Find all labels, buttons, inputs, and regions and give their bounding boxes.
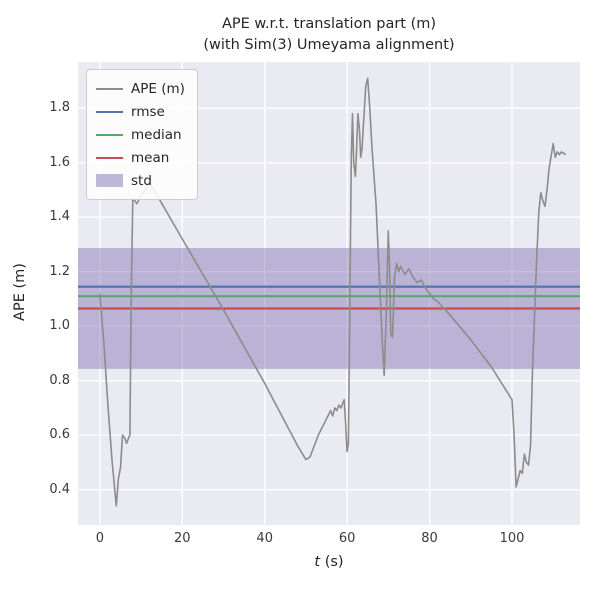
legend-label-std: std	[131, 172, 152, 189]
legend-std-patch-sample	[96, 174, 123, 187]
legend-item-rmse: rmse	[96, 100, 185, 123]
legend-item-ape: APE (m)	[96, 77, 185, 100]
chart-title-line1: APE w.r.t. translation part (m)	[221, 16, 437, 32]
x-tick-label: 60	[338, 531, 356, 546]
y-tick-label: 1.2	[49, 263, 70, 279]
x-tick-label: 100	[499, 531, 525, 546]
legend-item-std: std	[96, 169, 185, 192]
legend-ape-line-sample	[96, 87, 123, 90]
x-axis-label: t (s)	[78, 554, 580, 570]
legend-label-ape: APE (m)	[131, 80, 185, 97]
y-tick-label: 1.4	[49, 209, 70, 225]
y-tick-label: 0.8	[49, 372, 70, 388]
plot-svg	[78, 62, 580, 525]
legend-label-mean: mean	[131, 149, 170, 166]
y-tick-label: 1.8	[49, 100, 70, 116]
x-axis-label-symbol: t	[314, 554, 321, 570]
chart-title-line2: (with Sim(3) Umeyama alignment)	[203, 37, 455, 54]
legend-item-mean: mean	[96, 146, 185, 169]
x-tick-label: 40	[256, 531, 273, 546]
y-tick-label: 1.6	[49, 154, 70, 170]
plot-area	[78, 62, 580, 525]
x-tick-label: 0	[95, 531, 104, 546]
legend-item-median: median	[96, 123, 185, 146]
legend-rmse-line-sample	[96, 110, 123, 113]
legend-median-line-sample	[96, 133, 123, 136]
x-tick-label: 20	[173, 531, 191, 546]
legend: APE (m) rmse median mean std	[86, 69, 198, 200]
x-axis-label-unit: (s)	[320, 554, 344, 570]
y-tick-label: 0.4	[49, 481, 70, 497]
y-axis-label: APE (m)	[12, 263, 28, 321]
x-tick-label: 80	[421, 531, 438, 546]
chart-title: APE w.r.t. translation part (m) (with Si…	[78, 14, 580, 56]
legend-label-median: median	[131, 126, 182, 143]
y-tick-label: 0.6	[49, 427, 70, 443]
legend-label-rmse: rmse	[131, 103, 165, 120]
y-tick-label: 1.0	[49, 318, 70, 334]
legend-mean-line-sample	[96, 156, 123, 159]
